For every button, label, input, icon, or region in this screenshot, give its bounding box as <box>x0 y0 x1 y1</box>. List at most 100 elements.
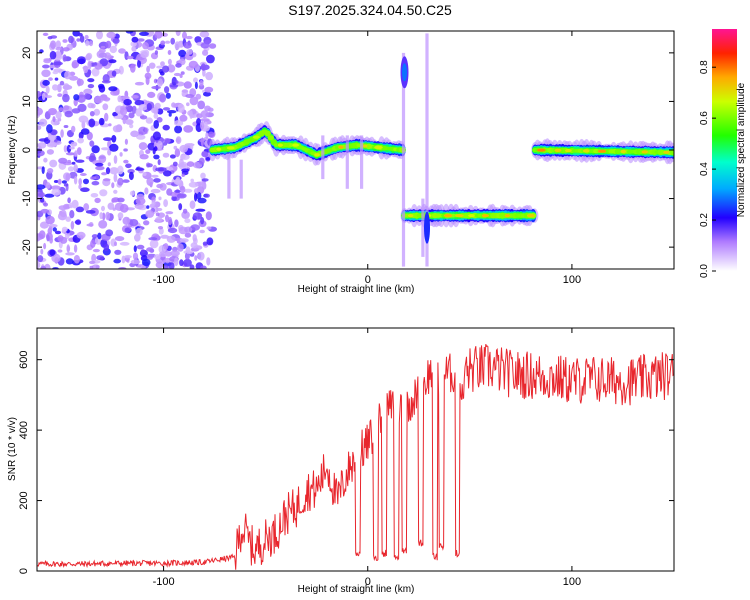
noise-blob <box>111 198 119 203</box>
noise-blob <box>66 144 72 153</box>
noise-blob <box>49 249 56 256</box>
noise-blob <box>119 203 129 213</box>
noise-blob <box>58 107 64 112</box>
noise-blob <box>50 185 61 190</box>
noise-blob <box>171 76 177 86</box>
noise-blob <box>185 35 193 40</box>
noise-blob <box>99 189 108 197</box>
noise-blob <box>158 196 162 201</box>
noise-blob <box>78 115 89 123</box>
noise-blob <box>118 48 126 54</box>
noise-blob <box>65 252 75 256</box>
noise-blob <box>57 235 64 242</box>
noise-blob <box>114 236 125 242</box>
noise-blob <box>64 70 71 80</box>
noise-blob <box>103 52 111 59</box>
noise-blob <box>181 89 189 93</box>
ridge-peak <box>663 150 670 154</box>
noise-blob <box>158 227 164 235</box>
ridge-peak <box>374 145 383 150</box>
noise-blob <box>45 182 51 189</box>
noise-blob <box>131 36 139 43</box>
noise-blob <box>107 149 112 156</box>
noise-blob <box>189 96 199 106</box>
noise-blob <box>120 107 128 116</box>
noise-blob <box>145 149 151 155</box>
noise-blob <box>153 154 160 160</box>
spectrogram-x-label: Height of straight line (km) <box>298 284 415 295</box>
noise-blob <box>68 202 74 209</box>
ridge-peak <box>443 214 453 218</box>
noise-blob <box>172 161 178 167</box>
noise-blob <box>67 166 74 172</box>
noise-blob <box>60 209 67 218</box>
noise-blob <box>74 150 78 157</box>
noise-blob <box>154 50 158 55</box>
noise-blob <box>190 224 201 231</box>
noise-blob <box>61 180 67 184</box>
ridge-cell <box>669 149 674 155</box>
noise-blob <box>195 208 206 212</box>
noise-blob <box>175 136 182 145</box>
noise-blob <box>175 63 182 68</box>
noise-blob <box>183 81 192 89</box>
noise-blob <box>101 97 111 101</box>
noise-blob <box>154 146 158 152</box>
y-tick-label: 0 <box>21 147 33 153</box>
noise-blob <box>131 46 137 52</box>
noise-blob <box>181 211 190 219</box>
noise-blob <box>190 178 194 183</box>
noise-blob <box>129 219 139 227</box>
noise-blob <box>184 218 191 224</box>
x-tick-label: 0 <box>365 576 371 588</box>
colorbar-tick-label: 0.4 <box>699 162 710 176</box>
noise-blob <box>68 35 74 44</box>
noise-blob <box>155 167 165 172</box>
noise-blob <box>175 80 179 84</box>
noise-blob <box>179 74 183 78</box>
noise-blob <box>51 253 61 263</box>
noise-blob <box>206 237 214 246</box>
noise-blob <box>139 31 149 36</box>
noise-blob <box>41 69 51 78</box>
ridge-peak <box>362 144 368 148</box>
noise-blob <box>194 255 198 261</box>
noise-blob <box>127 169 135 174</box>
noise-blob <box>156 183 164 189</box>
spike-lower <box>424 211 430 244</box>
noise-blob <box>145 210 155 218</box>
noise-blob <box>45 85 50 94</box>
noise-blob <box>143 220 150 226</box>
noise-blob <box>117 212 124 220</box>
noise-blob <box>163 199 169 208</box>
noise-blob <box>138 142 148 151</box>
spike-core <box>402 63 407 82</box>
noise-blob <box>202 49 209 56</box>
y-tick-label: 20 <box>21 47 33 59</box>
noise-blob <box>42 79 50 86</box>
noise-blob <box>65 152 75 156</box>
noise-blob <box>105 211 111 221</box>
noise-blob <box>181 173 185 177</box>
noise-blob <box>179 144 188 153</box>
noise-blob <box>83 88 93 95</box>
noise-blob <box>91 264 100 269</box>
noise-blob <box>139 154 149 160</box>
colorbar-tick-label: 0.0 <box>699 264 710 278</box>
noise-blob <box>142 42 149 50</box>
noise-blob <box>165 92 171 99</box>
noise-blob <box>75 206 85 213</box>
noise-blob <box>104 112 109 122</box>
noise-blob <box>103 137 113 142</box>
noise-blob <box>38 191 45 198</box>
noise-blob <box>192 212 203 220</box>
noise-blob <box>168 112 172 117</box>
noise-blob <box>71 161 76 165</box>
noise-blob <box>185 94 195 98</box>
streak <box>239 159 243 199</box>
noise-blob <box>148 237 158 241</box>
noise-blob <box>182 208 188 214</box>
noise-blob <box>130 130 140 138</box>
noise-blob <box>137 38 145 42</box>
noise-blob <box>63 145 68 153</box>
